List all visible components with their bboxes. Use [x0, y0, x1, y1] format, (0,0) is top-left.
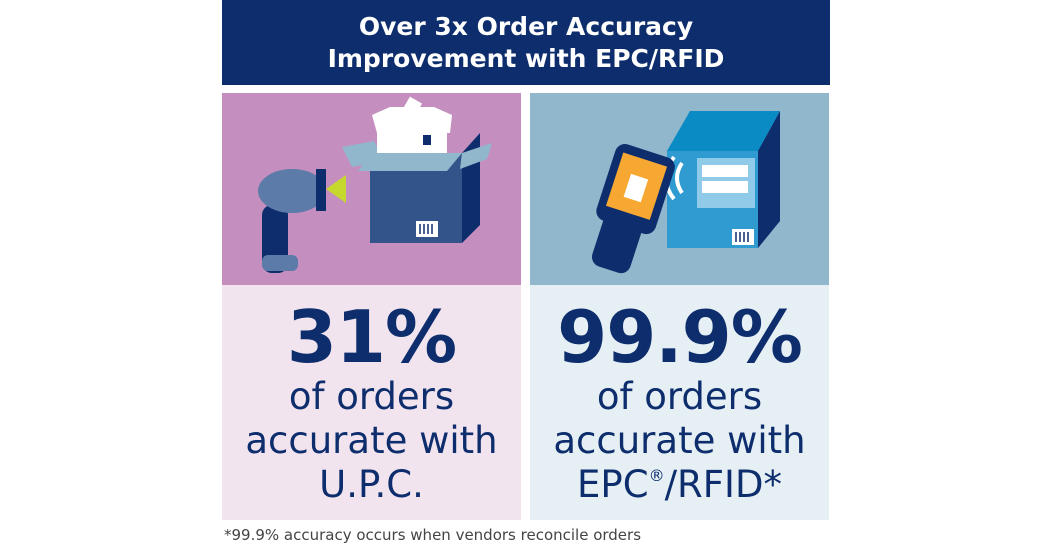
- rfid-text-2: accurate with: [553, 419, 806, 462]
- rfid-text-1: of orders: [596, 375, 763, 418]
- barcode-scanner-box-icon: [222, 93, 521, 285]
- upc-text-2: accurate with: [245, 419, 498, 462]
- title-line-1: Over 3x Order Accuracy: [358, 11, 694, 41]
- rfid-text-3: EPC®/RFID*: [577, 463, 782, 507]
- upc-percentage: 31%: [286, 295, 457, 379]
- upc-panel: 31% of orders accurate with U.P.C.: [222, 93, 521, 520]
- title-banner: Over 3x Order Accuracy Improvement with …: [222, 0, 830, 85]
- rfid-reader-cabinet-icon: [530, 93, 829, 285]
- rfid-panel: 99.9% of orders accurate with EPC®/RFID*: [530, 93, 829, 520]
- footnote: *99.9% accuracy occurs when vendors reco…: [224, 526, 642, 544]
- rfid-percentage: 99.9%: [557, 295, 803, 379]
- rfid-label: /RFID*: [664, 463, 782, 506]
- title-line-2: Improvement with EPC/RFID: [327, 43, 725, 73]
- upc-text-3: U.P.C.: [319, 463, 424, 506]
- rfid-stat: 99.9% of orders accurate with EPC®/RFID*: [530, 285, 829, 520]
- upc-text-1: of orders: [288, 375, 455, 418]
- registered-mark: ®: [648, 466, 665, 485]
- upc-stat: 31% of orders accurate with U.P.C.: [222, 285, 521, 520]
- epc-label: EPC: [577, 463, 649, 506]
